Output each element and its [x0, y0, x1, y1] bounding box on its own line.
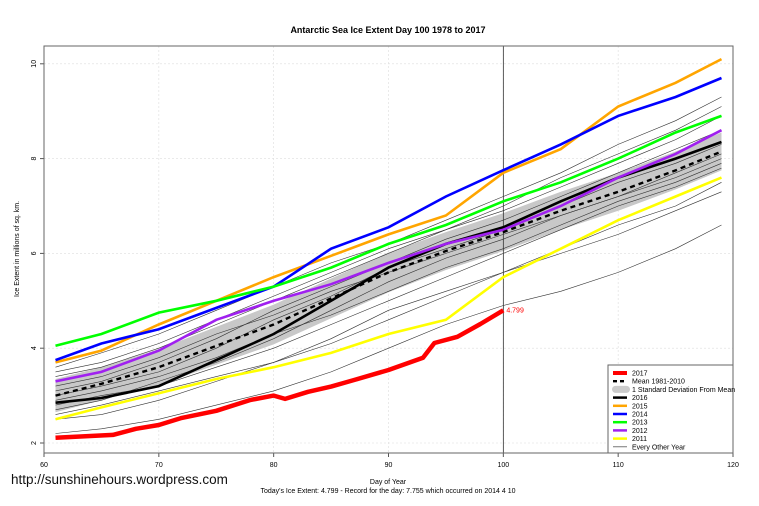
x-tick-label: 60	[40, 462, 48, 469]
legend-label: 2013	[632, 420, 648, 427]
other-year-line	[55, 191, 722, 415]
y-tick-label: 2	[31, 441, 38, 445]
footer-note: Today's Ice Extent: 4.799 - Record for t…	[260, 488, 515, 495]
legend-label: 2011	[632, 436, 647, 443]
y-tick-label: 8	[31, 157, 38, 161]
legend-label: 2012	[632, 428, 648, 435]
legend-label: Mean 1981-2010	[632, 379, 685, 386]
series-line-2017	[55, 308, 505, 441]
other-year-line	[55, 115, 722, 377]
plot-frame	[43, 45, 734, 454]
x-tick-label: 100	[497, 462, 509, 469]
y-tick-label: 10	[31, 60, 38, 68]
x-axis-label: Day of Year	[370, 479, 407, 486]
other-year-line	[55, 182, 722, 420]
series-line-2013	[55, 114, 722, 348]
other-year-line	[55, 163, 722, 401]
legend-label: 2017	[632, 371, 648, 378]
x-tick-label: 80	[270, 462, 278, 469]
x-tick-label: 70	[155, 462, 163, 469]
series-line-2015	[55, 57, 723, 364]
x-tick-label: 120	[727, 462, 739, 469]
x-tick-label: 110	[613, 462, 624, 469]
legend-label: Every Other Year	[632, 444, 686, 451]
legend-label: 2016	[632, 395, 648, 402]
source-url[interactable]: http://sunshinehours.wordpress.com	[11, 472, 228, 487]
series-line-2011	[55, 176, 722, 421]
chart-title: Antarctic Sea Ice Extent Day 100 1978 to…	[290, 25, 485, 35]
y-axis-label: Ice Extent in millions of sq. km.	[14, 201, 21, 297]
other-year-line	[55, 106, 722, 373]
legend-swatch	[612, 385, 630, 393]
legend-label: 2014	[632, 412, 648, 419]
mean-line	[55, 150, 722, 397]
current-value-label: 4.799	[506, 307, 524, 314]
series-line-2012	[55, 129, 723, 383]
legend-label: 1 Standard Deviation From Mean	[632, 387, 735, 394]
y-tick-label: 4	[31, 346, 38, 350]
legend-box	[607, 364, 734, 454]
legend-label: 2015	[632, 403, 648, 410]
x-tick-label: 90	[385, 462, 393, 469]
series-line-2014	[55, 76, 722, 362]
y-tick-label: 6	[31, 251, 38, 255]
other-year-line	[55, 224, 722, 434]
